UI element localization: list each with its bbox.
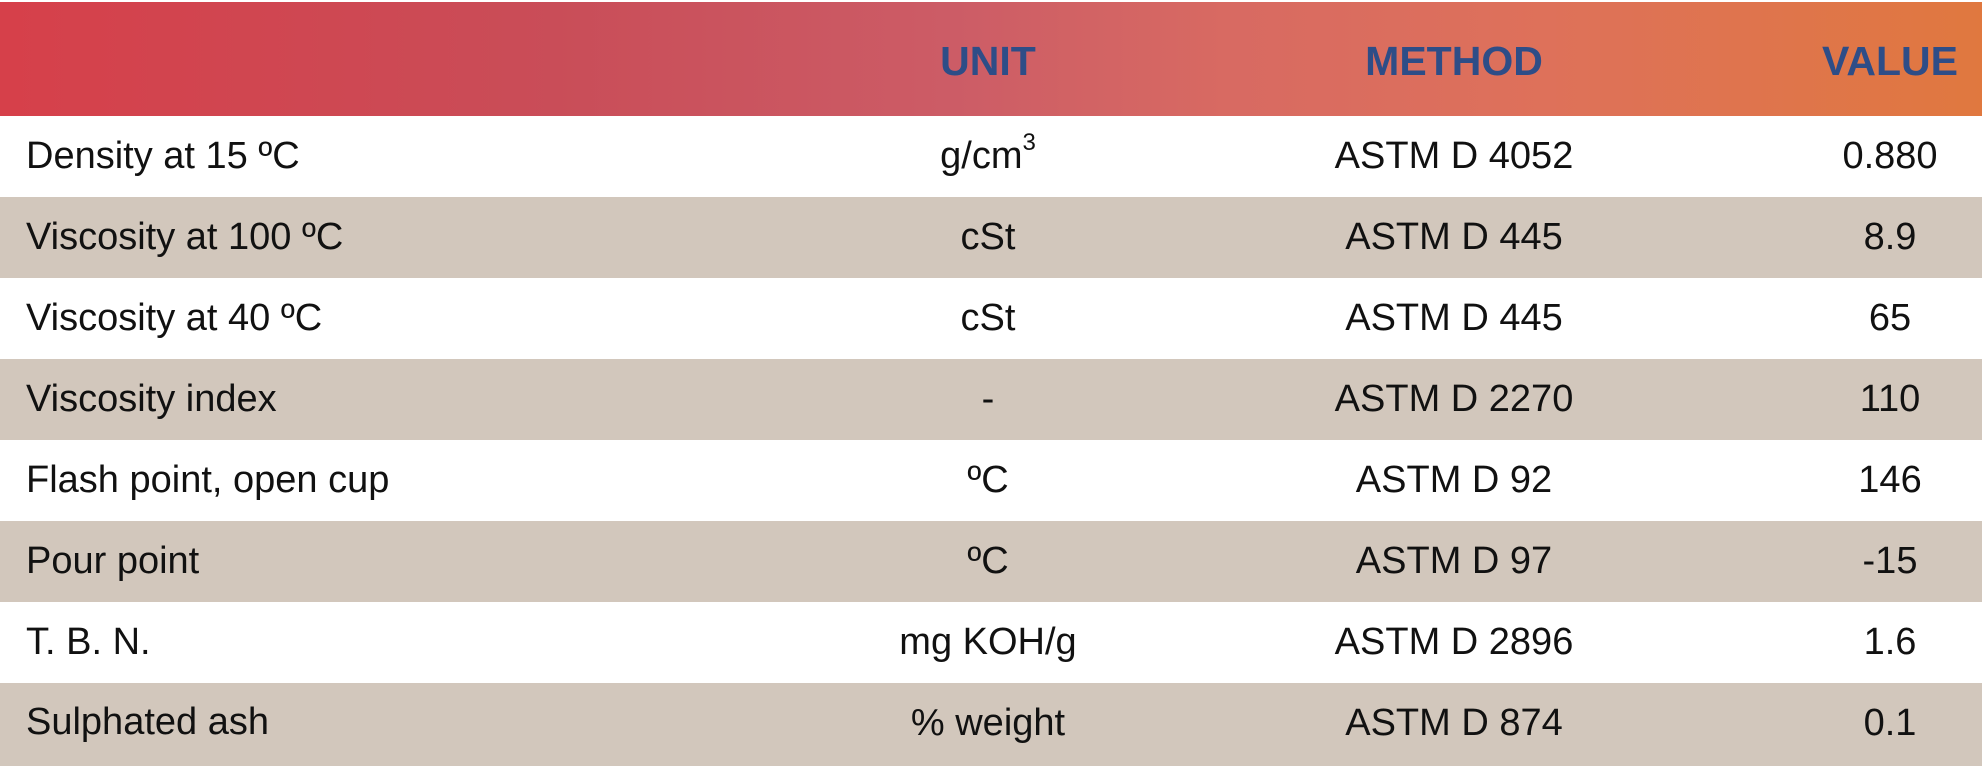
property-cell: Viscosity at 100 ºC xyxy=(26,216,344,258)
unit-cell: ºC xyxy=(967,459,1009,501)
table-header: UNIT METHOD VALUE xyxy=(0,2,1982,116)
property-cell: Viscosity index xyxy=(26,378,277,420)
unit-cell: cSt xyxy=(960,216,1016,258)
method-cell: ASTM D 2270 xyxy=(1334,378,1574,420)
value-cell: 65 xyxy=(1868,297,1912,339)
unit-cell: - xyxy=(981,378,995,420)
property-cell: Density at 15 ºC xyxy=(26,135,300,177)
property-cell: Viscosity at 40 ºC xyxy=(26,297,323,339)
unit-cell: ºC xyxy=(967,540,1009,582)
unit-cell: g/cm3 xyxy=(838,116,1138,197)
value-cell: 0.880 xyxy=(1842,135,1938,177)
property-cell: Sulphated ash xyxy=(26,701,269,743)
unit-cell: mg KOH/g xyxy=(899,621,1077,663)
method-cell: ASTM D 445 xyxy=(1345,297,1563,339)
table-row: Sulphated ash % weight ASTM D 874 0.1 xyxy=(0,683,1982,766)
method-cell: ASTM D 445 xyxy=(1345,216,1563,258)
table-row: Viscosity index - ASTM D 2270 110 xyxy=(0,359,1982,440)
table-row: Viscosity at 40 ºC cSt ASTM D 445 65 xyxy=(0,278,1982,359)
table-row: Pour point ºC ASTM D 97 -15 xyxy=(0,521,1982,602)
value-cell: 0.1 xyxy=(1863,702,1917,744)
value-cell: 110 xyxy=(1859,378,1921,420)
unit-cell: % weight xyxy=(910,702,1066,744)
property-cell: Flash point, open cup xyxy=(26,459,390,501)
value-cell: 8.9 xyxy=(1863,216,1917,258)
unit-cell: cSt xyxy=(960,297,1016,339)
value-cell: -15 xyxy=(1862,540,1918,582)
method-cell: ASTM D 92 xyxy=(1355,459,1553,501)
value-cell: 1.6 xyxy=(1863,621,1917,663)
header-unit: UNIT xyxy=(940,38,1036,84)
method-cell: ASTM D 2896 xyxy=(1334,621,1574,663)
table-row: Flash point, open cup ºC ASTM D 92 146 xyxy=(0,440,1982,521)
value-cell: 146 xyxy=(1858,459,1922,501)
unit-superscript: 3 xyxy=(1022,129,1036,157)
header-method: METHOD xyxy=(1365,38,1543,84)
property-cell: T. B. N. xyxy=(26,621,151,663)
property-cell: Pour point xyxy=(26,540,200,582)
table-row: Density at 15 ºC g/cm3 ASTM D 4052 0.880 xyxy=(0,116,1982,197)
method-cell: ASTM D 874 xyxy=(1345,702,1563,744)
method-cell: ASTM D 4052 xyxy=(1334,135,1574,177)
table-row: Viscosity at 100 ºC cSt ASTM D 445 8.9 xyxy=(0,197,1982,278)
table-row: T. B. N. mg KOH/g ASTM D 2896 1.6 xyxy=(0,602,1982,683)
method-cell: ASTM D 97 xyxy=(1355,540,1553,582)
unit-text: g/cm xyxy=(940,135,1023,177)
header-value: VALUE xyxy=(1822,38,1958,84)
